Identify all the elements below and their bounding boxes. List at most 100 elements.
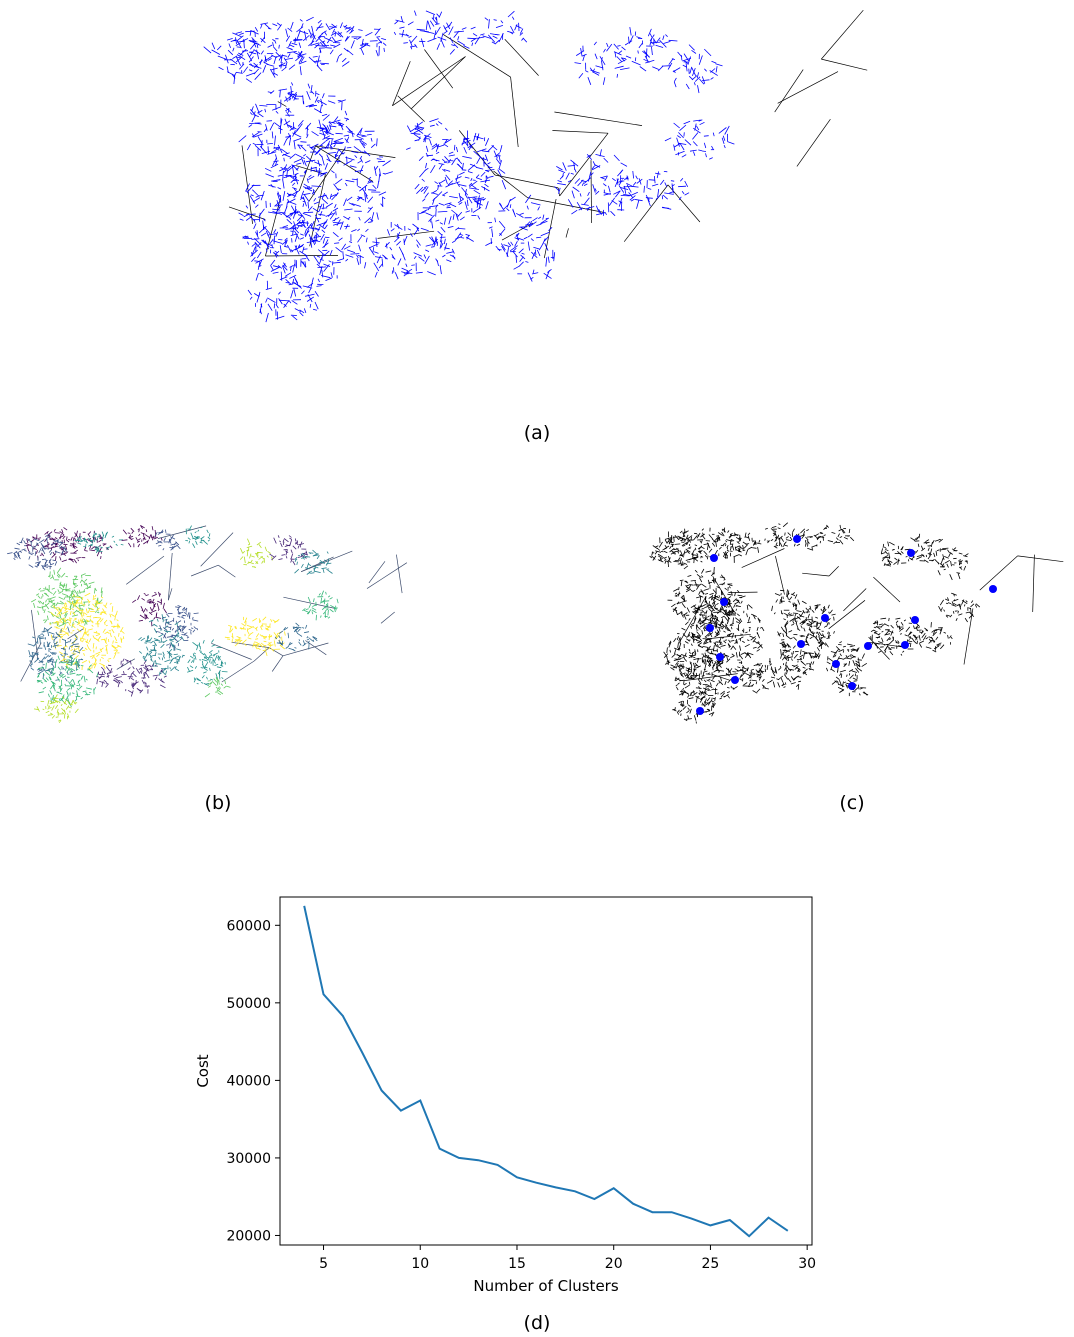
network-edge [253,64,258,69]
network-edge [48,600,54,605]
network-edge [92,643,95,649]
network-edge [745,536,749,539]
network-edge [777,682,781,688]
network-edge [270,163,279,169]
network-edge [374,165,379,171]
network-edge [418,211,426,215]
network-edge [303,308,307,314]
network-edge [53,528,56,532]
network-edge [527,197,605,213]
network-edge [265,255,339,257]
network-edge [700,555,702,559]
network-edge [344,24,348,28]
network-edge [141,609,144,612]
network-edge [174,630,177,633]
network-edge [698,149,703,152]
network-edge [46,588,49,592]
network-edge [272,211,283,215]
network-edge [338,237,343,242]
network-edge [652,38,657,44]
network-edge [270,90,275,95]
network-edge [143,659,147,662]
network-edge [39,554,43,556]
network-edge [701,604,706,608]
network-edge [211,42,216,50]
network-edge [515,255,518,263]
network-edge [759,670,765,672]
network-edge [472,206,482,213]
network-edge [722,611,726,615]
network-edge [45,677,49,681]
network-edge [70,668,76,672]
network-edge [248,69,253,72]
network-edge [443,25,448,32]
network-edge [679,530,683,534]
network-edge [282,225,289,228]
network-edge [321,275,331,279]
network-edge [317,55,320,63]
network-edge [73,584,79,589]
network-edge [406,125,412,132]
network-edge [277,187,282,190]
network-edge [599,56,606,66]
network-edge [83,546,86,548]
network-edge [27,643,34,646]
network-edge [223,685,227,689]
network-edge [618,50,623,54]
network-edge [377,160,385,163]
network-edge [322,221,326,228]
network-edge [476,135,478,141]
network-edge [740,636,744,639]
network-edge [280,54,283,63]
network-edge [320,597,322,604]
network-edge [461,139,471,145]
network-edge [95,610,97,614]
network-edge [695,697,698,703]
network-edge [762,685,765,689]
network-edge [531,272,539,275]
network-edge [49,690,53,695]
network-edge [623,184,669,242]
network-edge [273,537,277,544]
network-edge [679,558,682,564]
network-edge [645,196,650,200]
network-edge [195,540,198,545]
network-edge [303,160,307,167]
network-edge [381,196,386,200]
network-edge [57,607,61,609]
network-edge [614,65,624,69]
network-edge [309,174,326,247]
network-edge [319,132,326,136]
network-edge [672,187,674,194]
network-edge [285,96,288,102]
network-edge [274,200,281,207]
network-edge [63,597,66,600]
network-edge [38,587,42,591]
network-edge [434,17,437,21]
network-edge [130,677,135,681]
network-edge [703,142,707,149]
network-edge [288,64,296,70]
network-edge [56,645,62,647]
network-edge [286,47,293,50]
network-edge [331,23,337,29]
network-edge [420,187,427,193]
network-edge [372,241,380,244]
network-edge [722,528,726,533]
network-edge [327,558,330,561]
network-edge [59,591,63,593]
network-edge [94,546,100,550]
network-edge [803,668,808,673]
network-edge [519,32,524,36]
network-edge [688,648,691,652]
network-edge [795,622,799,630]
network-edge [261,150,271,154]
network-edge [739,595,746,599]
network-edge [679,639,681,644]
network-edge [673,70,676,74]
network-edge [825,618,831,623]
network-edge [300,145,307,152]
network-edge [284,108,290,112]
network-edge [163,608,167,614]
network-edge [444,242,448,251]
